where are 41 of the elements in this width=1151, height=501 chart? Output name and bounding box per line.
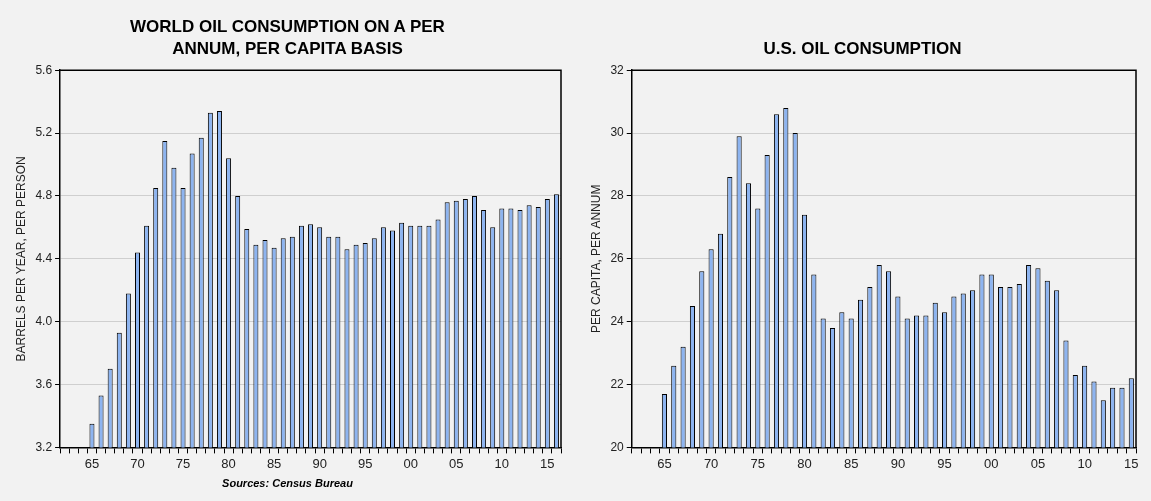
y-tick-label: 5.6 <box>35 62 53 77</box>
x-tick-label: 65 <box>657 455 672 471</box>
x-tick-label: 85 <box>266 455 282 471</box>
y-tick-label: 20 <box>610 439 625 454</box>
chart-title: U.S. OIL CONSUMPTION <box>762 38 963 60</box>
y-tick-label: 5.2 <box>35 125 53 140</box>
x-tick-label: 95 <box>357 455 373 471</box>
x-tick-label: 70 <box>703 455 719 471</box>
y-tick-label: 4.0 <box>35 313 53 328</box>
x-tick-label: 80 <box>221 455 236 471</box>
source-note: Sources: Census Bureau <box>221 477 354 489</box>
y-tick-label: 3.2 <box>35 439 53 454</box>
x-tick-label: 15 <box>540 455 555 471</box>
x-tick-label: 70 <box>130 455 145 471</box>
x-tick-label: 00 <box>403 455 418 471</box>
y-tick-label: 30 <box>610 125 625 140</box>
x-tick-label: 95 <box>937 455 952 471</box>
x-tick-label: 75 <box>175 455 191 471</box>
x-tick-label: 90 <box>312 455 327 471</box>
y-axis-title: PER CAPITA, PER ANNUM <box>588 184 603 334</box>
y-tick-label: 22 <box>610 376 625 391</box>
x-tick-label: 80 <box>797 455 812 471</box>
x-tick-label: 15 <box>1124 455 1139 471</box>
x-tick-label: 75 <box>750 455 766 471</box>
x-tick-label: 05 <box>449 455 464 471</box>
x-tick-label: 05 <box>1030 455 1046 471</box>
x-tick-label: 10 <box>1077 455 1092 471</box>
y-tick-label: 4.8 <box>35 188 53 203</box>
y-tick-label: 24 <box>610 313 625 328</box>
y-tick-label: 32 <box>610 62 625 77</box>
x-tick-label: 85 <box>843 455 859 471</box>
y-tick-label: 4.4 <box>35 251 53 266</box>
y-tick-label: 3.6 <box>35 376 53 391</box>
y-tick-label: 26 <box>610 251 625 266</box>
x-tick-label: 65 <box>84 455 100 471</box>
chart-title: WORLD OIL CONSUMPTION ON A PER ANNUM, PER CAPITA BASIS <box>129 16 446 60</box>
y-axis-title: BARRELS PER YEAR, PER PERSON <box>13 156 28 362</box>
x-tick-label: 10 <box>494 455 510 471</box>
x-tick-label: 00 <box>984 455 999 471</box>
y-tick-label: 28 <box>610 188 625 203</box>
x-tick-label: 90 <box>890 455 906 471</box>
